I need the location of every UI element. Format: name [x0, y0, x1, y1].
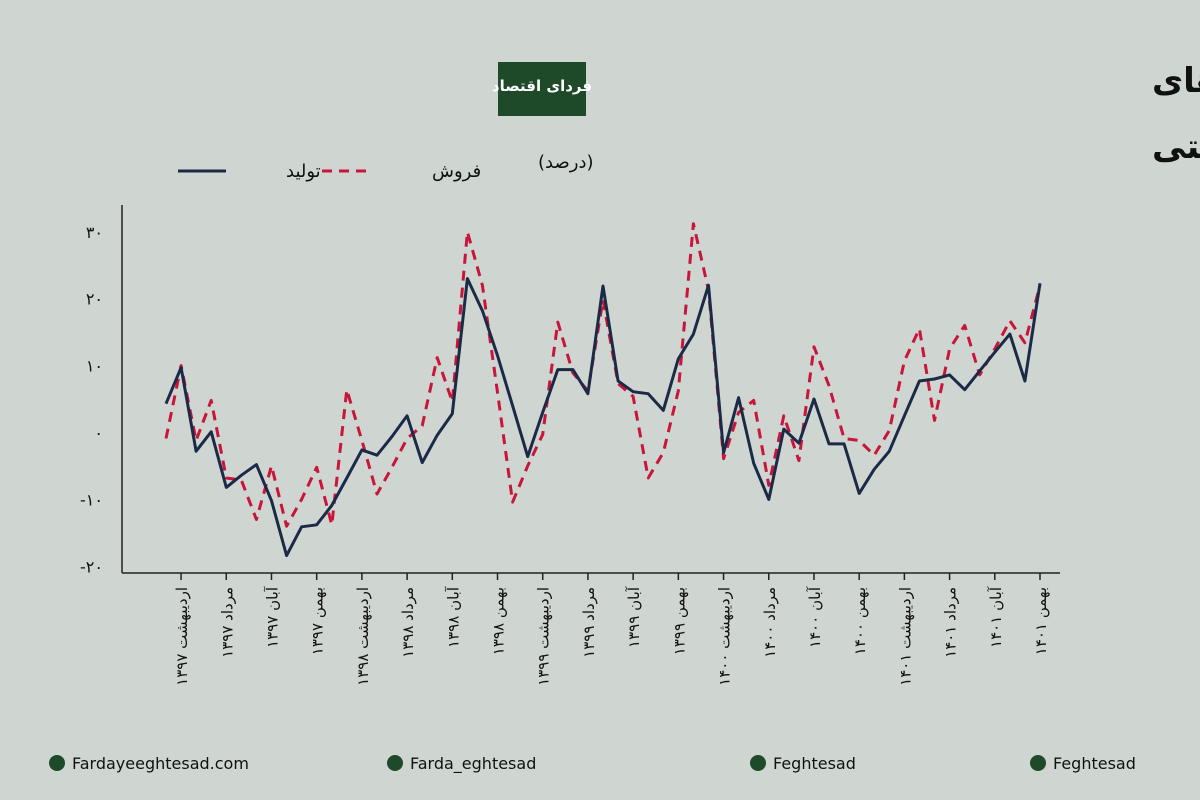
footer-link: Feghtesad — [773, 754, 856, 773]
legend-label: تولید — [286, 161, 321, 182]
y-tick-label: -۱۰ — [80, 490, 103, 509]
x-tick-label: بهمن ۱۴۰۰ — [851, 587, 869, 655]
x-tick-label: اردیبهشت ۱۴۰۰ — [716, 587, 734, 686]
x-tick-label: آبان ۱۴۰۰ — [806, 586, 824, 648]
x-tick-label: مرداد ۱۳۹۷ — [218, 587, 236, 658]
y-tick-label: ۱۰ — [86, 357, 103, 376]
series-line — [164, 222, 1042, 528]
y-tick-label: ۰ — [94, 423, 103, 442]
x-tick-label: اردیبهشت ۱۳۹۹ — [535, 587, 553, 686]
x-tick-label: آبان ۱۳۹۷ — [263, 586, 281, 648]
chart-title: رشد نقطه به نقطه شاخص‌های — [1152, 61, 1200, 101]
x-tick-label: اردیبهشت ۱۳۹۷ — [173, 587, 191, 686]
y-tick-label: ۲۰ — [86, 290, 103, 309]
x-tick-label: بهمن ۱۳۹۷ — [309, 587, 327, 655]
x-tick-label: آبان ۱۳۹۹ — [625, 586, 643, 648]
logo-box — [498, 62, 586, 116]
chart-title: تولید و فروش فعالیت‌های صنعتی — [1152, 127, 1200, 167]
footer-link: Feghtesad — [1053, 754, 1136, 773]
x-tick-label: آبان ۱۴۰۱ — [987, 586, 1005, 648]
x-tick-label: اردیبهشت ۱۳۹۸ — [354, 587, 372, 686]
x-tick-label: بهمن ۱۴۰۱ — [1032, 587, 1050, 655]
footer-link: Fardayeeghtesad.com — [72, 754, 249, 773]
web-icon — [49, 755, 65, 771]
x-tick-label: مرداد ۱۳۹۸ — [399, 587, 417, 658]
x-tick-label: اردیبهشت ۱۴۰۱ — [896, 587, 914, 686]
series-line — [164, 277, 1042, 558]
y-tick-label: -۲۰ — [80, 557, 103, 576]
x-tick-label: بهمن ۱۳۹۹ — [670, 587, 688, 655]
telegram-icon — [750, 755, 766, 771]
chart-subtitle: (درصد) — [538, 152, 594, 173]
twitter-icon — [1030, 755, 1046, 771]
logo: فردای اقتصاد — [492, 77, 592, 95]
x-tick-label: بهمن ۱۳۹۸ — [490, 587, 508, 655]
x-tick-label: مرداد ۱۴۰۰ — [761, 587, 779, 658]
instagram-icon — [387, 755, 403, 771]
footer: Fardayeeghtesad.com Farda_eghtesad Feght… — [49, 754, 1136, 774]
footer-link: Farda_eghtesad — [410, 754, 536, 774]
x-tick-label: مرداد ۱۳۹۹ — [580, 587, 598, 658]
x-tick-label: مرداد ۱۴۰۱ — [942, 587, 960, 658]
x-tick-label: آبان ۱۳۹۸ — [444, 586, 462, 648]
legend: فروش تولید — [178, 161, 481, 182]
legend-label: فروش — [432, 161, 481, 182]
y-tick-label: ۳۰ — [86, 223, 103, 242]
